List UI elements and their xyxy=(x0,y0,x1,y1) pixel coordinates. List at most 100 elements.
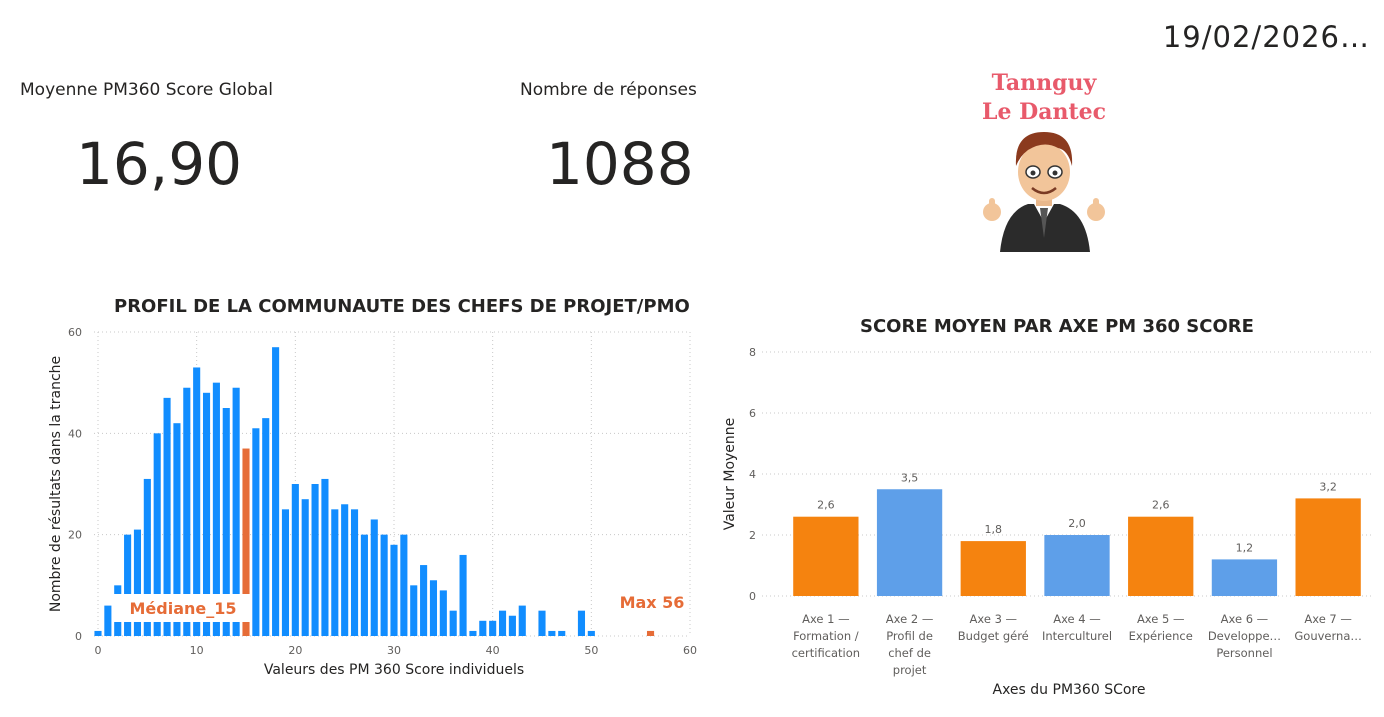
histogram-bar[interactable] xyxy=(321,478,329,636)
axis-category-label: Axe 1 — xyxy=(802,612,850,626)
histogram-bar[interactable] xyxy=(587,630,595,636)
histogram-bar[interactable] xyxy=(311,484,319,636)
histogram-bar[interactable] xyxy=(331,509,339,636)
histogram-bar[interactable] xyxy=(232,387,240,636)
axis-bar-data-label: 3,2 xyxy=(1319,480,1337,493)
histogram-bar[interactable] xyxy=(577,610,586,636)
histogram-bar[interactable] xyxy=(370,519,378,636)
histogram-bar[interactable] xyxy=(410,585,418,636)
axis-category-label: Personnel xyxy=(1216,646,1272,660)
histogram-bar[interactable] xyxy=(133,529,142,636)
histogram-bar[interactable] xyxy=(489,620,497,636)
axis-category-label: Gouverna… xyxy=(1294,629,1361,643)
axis-bar-data-label: 3,5 xyxy=(901,471,919,484)
histogram-bar[interactable] xyxy=(252,428,260,636)
histogram-bar[interactable] xyxy=(124,534,132,636)
histogram-bar[interactable] xyxy=(242,448,250,636)
axis-category-label: Developpe… xyxy=(1208,629,1281,643)
histogram-x-axis-label: Valeurs des PM 360 Score individuels xyxy=(264,662,524,678)
histogram-bar[interactable] xyxy=(439,590,447,636)
median-annotation-box xyxy=(112,594,252,622)
histogram-bar[interactable] xyxy=(183,387,191,636)
histogram-bar[interactable] xyxy=(558,630,566,636)
axis-category-label: Profil de xyxy=(886,629,933,643)
histogram-bar[interactable] xyxy=(420,565,428,636)
histogram-y-tick-label: 0 xyxy=(75,630,82,643)
axis-chart-y-tick-label: 8 xyxy=(749,346,756,359)
axis-category-label: Axe 7 — xyxy=(1304,612,1352,626)
axis-bar[interactable] xyxy=(1211,559,1278,596)
histogram-bar[interactable] xyxy=(380,534,388,636)
axis-bar-data-label: 2,6 xyxy=(817,499,835,512)
axis-bar[interactable] xyxy=(876,489,943,596)
histogram-x-tick-label: 40 xyxy=(486,644,500,657)
histogram-bar[interactable] xyxy=(479,620,487,636)
histogram-bar[interactable] xyxy=(212,382,220,636)
histogram-bar[interactable] xyxy=(350,509,359,636)
histogram-bar[interactable] xyxy=(518,605,526,636)
axis-chart-y-tick-label: 2 xyxy=(749,529,756,542)
axis-bar[interactable] xyxy=(793,516,859,596)
histogram-bar[interactable] xyxy=(498,610,507,636)
axis-bar[interactable] xyxy=(960,541,1026,596)
kpi-count-value: 1088 xyxy=(546,130,694,198)
kpi-avg-value: 16,90 xyxy=(76,130,243,198)
axis-chart-y-tick-label: 0 xyxy=(749,590,756,603)
kpi-count-label: Nombre de réponses xyxy=(520,80,697,100)
histogram-bar[interactable] xyxy=(469,630,477,636)
histogram-bar[interactable] xyxy=(548,630,556,636)
histogram-bar[interactable] xyxy=(291,484,299,636)
axis-bar[interactable] xyxy=(1044,535,1110,596)
histogram-bar[interactable] xyxy=(222,408,230,636)
axis-category-label: Axe 4 — xyxy=(1053,612,1101,626)
histogram-bar[interactable] xyxy=(104,605,112,636)
histogram-bar[interactable] xyxy=(202,392,211,636)
axis-chart-y-tick-label: 6 xyxy=(749,407,756,420)
histogram-bar[interactable] xyxy=(360,534,368,636)
histogram-bar[interactable] xyxy=(262,418,270,636)
histogram-bar[interactable] xyxy=(173,423,181,636)
histogram-bar[interactable] xyxy=(538,610,546,636)
histogram-bar[interactable] xyxy=(143,478,151,636)
histogram-bar[interactable] xyxy=(390,544,398,636)
axis-chart-title: SCORE MOYEN PAR AXE PM 360 SCORE xyxy=(860,316,1254,337)
histogram-x-tick-label: 20 xyxy=(288,644,302,657)
histogram-x-tick-label: 0 xyxy=(95,644,102,657)
histogram-bar[interactable] xyxy=(301,499,309,636)
histogram-x-tick-label: 10 xyxy=(190,644,204,657)
histogram-bar[interactable] xyxy=(341,504,349,636)
histogram-bar[interactable] xyxy=(272,347,280,636)
histogram-bar[interactable] xyxy=(646,630,655,636)
histogram-x-tick-label: 60 xyxy=(683,644,697,657)
max-annotation-label: Max 56 xyxy=(620,593,685,612)
axis-category-label: Interculturel xyxy=(1042,629,1112,643)
axis-category-label: Axe 2 — xyxy=(886,612,934,626)
avatar-logo: Tannguy Le Dantec xyxy=(968,62,1128,262)
axis-chart-y-axis-label: Valeur Moyenne xyxy=(722,418,738,531)
axis-score-chart: 2,6 3,5 1,8 2,0 2,6 1,2 3,2 0 2 4 6 8 Axe 1 — Format… xyxy=(722,346,1374,698)
median-annotation-label: Médiane_15 xyxy=(129,599,236,618)
histogram-x-tick-label: 50 xyxy=(584,644,598,657)
histogram-y-tick-label: 60 xyxy=(68,326,82,339)
axis-category-label: Formation / xyxy=(793,629,859,643)
axis-category-label: chef de xyxy=(888,646,931,660)
axis-category-label: Axe 5 — xyxy=(1137,612,1185,626)
axis-chart-x-axis-label: Axes du PM360 SCore xyxy=(993,682,1146,698)
histogram-bar[interactable] xyxy=(94,630,102,636)
histogram-bar[interactable] xyxy=(429,580,438,636)
histogram-bar[interactable] xyxy=(193,367,201,636)
histogram-bar[interactable] xyxy=(281,509,290,636)
axis-bar[interactable] xyxy=(1295,498,1361,596)
axis-bar[interactable] xyxy=(1128,516,1194,596)
histogram-bar[interactable] xyxy=(459,554,467,636)
axis-category-label: certification xyxy=(792,646,860,660)
axis-category-label: Expérience xyxy=(1129,629,1193,643)
histogram-bar[interactable] xyxy=(508,615,516,636)
histogram-bar[interactable] xyxy=(400,534,408,636)
histogram-bar[interactable] xyxy=(153,433,161,636)
report-date: 19/02/2026… xyxy=(1162,20,1370,54)
histogram-bar[interactable] xyxy=(449,610,457,636)
histogram-bar[interactable] xyxy=(163,397,171,636)
histogram-y-tick-label: 40 xyxy=(68,427,82,440)
histogram-title: PROFIL DE LA COMMUNAUTE DES CHEFS DE PRO… xyxy=(114,296,690,317)
